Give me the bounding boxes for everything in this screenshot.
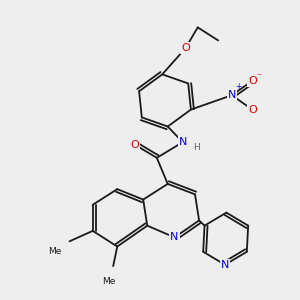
Text: H: H bbox=[193, 143, 200, 152]
Text: Me: Me bbox=[102, 277, 116, 286]
Text: O: O bbox=[248, 105, 256, 115]
Text: N: N bbox=[178, 137, 187, 147]
Text: N: N bbox=[170, 232, 179, 242]
Text: +: + bbox=[236, 82, 242, 91]
Text: Me: Me bbox=[48, 247, 61, 256]
Text: O: O bbox=[181, 43, 190, 53]
Text: ⁻: ⁻ bbox=[256, 72, 262, 82]
Text: N: N bbox=[228, 90, 236, 100]
Text: N: N bbox=[221, 260, 229, 270]
Text: O: O bbox=[130, 140, 140, 150]
Text: O: O bbox=[248, 76, 256, 86]
